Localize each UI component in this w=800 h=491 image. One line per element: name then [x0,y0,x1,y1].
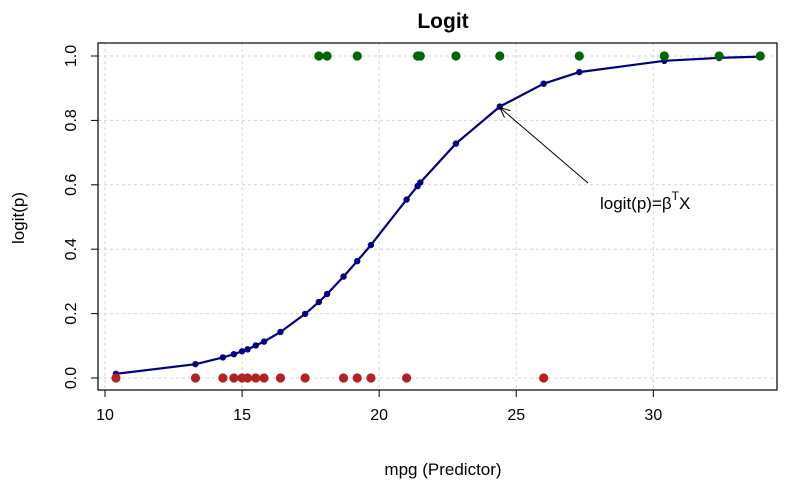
x-tick-label: 10 [96,407,114,424]
observed-point-0 [301,373,310,382]
observed-point-0 [539,373,548,382]
fitted-curve-point [340,273,346,279]
observed-point-1 [353,51,362,60]
annotation-text-tail: X [679,194,690,213]
x-tick-label: 15 [233,407,251,424]
fitted-curve-point [302,311,308,317]
fitted-curve-point [354,258,360,264]
observed-point-1 [715,51,724,60]
observed-point-0 [191,373,200,382]
fitted-curve-point [244,346,250,352]
observed-points [111,51,764,382]
fitted-curve-point [540,80,546,86]
observed-point-1 [575,51,584,60]
observed-point-0 [366,373,375,382]
fitted-curve-point [368,242,374,248]
chart-title: Logit [417,10,468,33]
observed-point-1 [660,51,669,60]
y-tick-label: 1.0 [63,45,80,67]
x-tick-label: 30 [644,407,662,424]
observed-point-0 [218,373,227,382]
y-tick-label: 0.0 [63,367,80,389]
observed-point-0 [353,373,362,382]
fitted-curve-point [403,196,409,202]
observed-point-1 [451,51,460,60]
fitted-curve-point [220,354,226,360]
fitted-curve-point [453,140,459,146]
observed-point-1 [756,51,765,60]
observed-point-0 [243,373,252,382]
y-tick-label: 0.2 [63,302,80,324]
fitted-curve-point [316,299,322,305]
y-tick-label: 0.4 [63,238,80,260]
fitted-curve-point [277,329,283,335]
fitted-curve [113,53,764,377]
y-tick-label: 0.8 [63,109,80,131]
observed-point-1 [416,51,425,60]
observed-point-0 [402,373,411,382]
grid-lines [98,43,777,390]
plot-frame [98,43,777,390]
annotation: logit(p)=βTX [500,108,691,214]
annotation-text: logit(p)=βTX [600,189,690,213]
fitted-curve-point [324,291,330,297]
x-tick-label: 20 [370,407,388,424]
fitted-curve-point [231,351,237,357]
observed-point-1 [314,51,323,60]
observed-point-0 [111,373,120,382]
fitted-curve-point [417,179,423,185]
fitted-curve-point [192,361,198,367]
y-axis-label: logit(p) [9,192,28,244]
observed-point-0 [339,373,348,382]
fitted-curve-point [576,69,582,75]
fitted-curve-line [116,57,760,374]
observed-point-0 [251,373,260,382]
x-axis-label: mpg (Predictor) [384,460,501,479]
annotation-text-main: logit(p)=β [600,194,672,213]
y-tick-label: 0.6 [63,174,80,196]
annotation-arrow-line [500,108,588,183]
observed-point-0 [229,373,238,382]
observed-point-0 [276,373,285,382]
x-tick-label: 25 [507,407,525,424]
fitted-curve-point [253,342,259,348]
fitted-curve-point [261,338,267,344]
fitted-curve-point [239,348,245,354]
observed-point-1 [495,51,504,60]
observed-point-0 [259,373,268,382]
observed-point-1 [322,51,331,60]
